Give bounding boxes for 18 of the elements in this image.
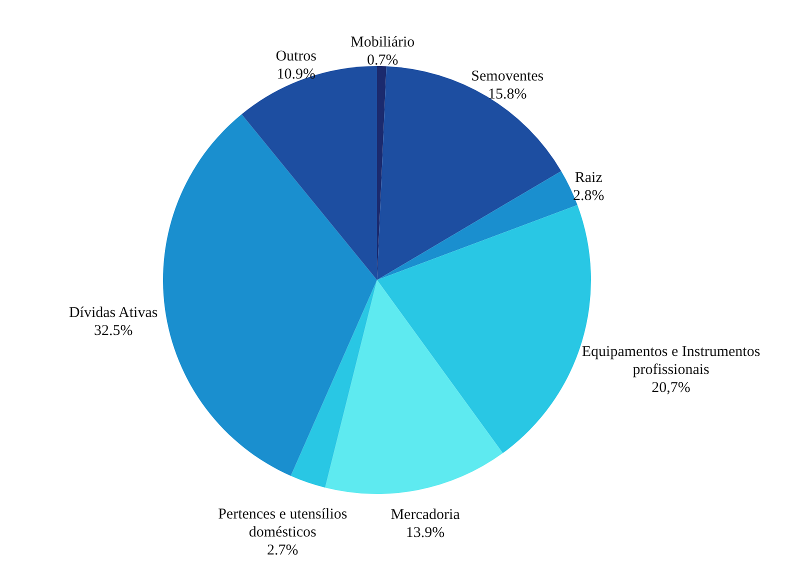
slice-label: Dívidas Ativas bbox=[68, 305, 158, 322]
data-label: 32.5% bbox=[94, 323, 133, 340]
slice-label: Mobiliário bbox=[350, 34, 415, 51]
data-label: 13.9% bbox=[406, 525, 445, 542]
slice-label: Equipamentos e Instrumentos profissionais bbox=[582, 344, 760, 378]
data-label: 2.7% bbox=[267, 542, 298, 558]
data-label: 0.7% bbox=[366, 52, 398, 69]
slice-label: Outros bbox=[276, 48, 317, 64]
pie-slice bbox=[325, 280, 503, 494]
data-label: 15.8% bbox=[488, 86, 527, 102]
data-label: 20,7% bbox=[652, 380, 690, 396]
data-label: 10.9% bbox=[276, 66, 316, 82]
data-label: 2.8% bbox=[573, 188, 604, 204]
pie-slice bbox=[163, 114, 377, 476]
slice-label: Pertences e utensílios domésticos bbox=[218, 506, 348, 540]
slice-label: Mercadoria bbox=[390, 507, 460, 524]
slice-label: Semoventes bbox=[471, 68, 544, 84]
slice-label: Raiz bbox=[574, 170, 603, 186]
